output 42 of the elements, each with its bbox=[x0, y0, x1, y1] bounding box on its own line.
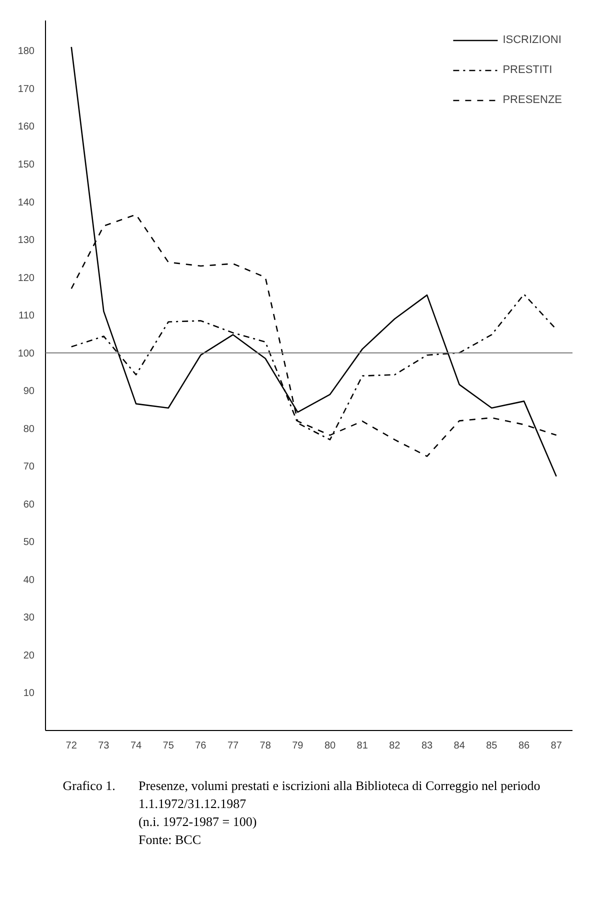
y-tick-label: 160 bbox=[18, 122, 35, 133]
y-tick-label: 60 bbox=[23, 499, 35, 510]
legend-label: PRESTITI bbox=[502, 64, 552, 76]
text: (n.i. 1972-1987 = 100) bbox=[138, 814, 257, 829]
source-note: Fonte: BCC bbox=[138, 832, 201, 847]
y-tick-label: 170 bbox=[18, 84, 35, 95]
legend-label: PRESENZE bbox=[502, 94, 562, 106]
y-tick-label: 40 bbox=[23, 574, 35, 586]
y-tick-label: 50 bbox=[23, 537, 35, 548]
x-tick-label: 81 bbox=[356, 740, 368, 752]
x-tick-label: 73 bbox=[98, 740, 110, 752]
y-tick-label: 120 bbox=[18, 272, 35, 284]
y-tick-label: 30 bbox=[23, 612, 35, 624]
x-tick-label: 87 bbox=[550, 740, 562, 752]
text: 1.1.1972/31.12.1987 bbox=[138, 796, 247, 811]
y-tick-label: 110 bbox=[18, 310, 35, 322]
y-tick-label: 140 bbox=[18, 197, 35, 208]
x-tick-label: 76 bbox=[195, 740, 207, 752]
y-tick-label: 20 bbox=[23, 650, 35, 662]
x-tick-label: 77 bbox=[227, 740, 240, 752]
y-tick-label: 150 bbox=[18, 160, 35, 171]
x-tick-label: 72 bbox=[66, 740, 78, 752]
x-tick-label: 79 bbox=[292, 740, 304, 752]
y-tick-label: 70 bbox=[23, 462, 35, 473]
x-tick-label: 78 bbox=[260, 740, 272, 752]
x-tick-label: 86 bbox=[518, 740, 530, 752]
legend-label: ISCRIZIONI bbox=[502, 34, 562, 46]
y-tick-label: 90 bbox=[23, 386, 35, 398]
y-tick-label: 10 bbox=[23, 688, 35, 700]
x-tick-label: 74 bbox=[130, 740, 142, 752]
y-tick-label: 80 bbox=[23, 424, 35, 435]
x-tick-label: 84 bbox=[454, 740, 466, 752]
y-tick-label: 180 bbox=[18, 46, 35, 58]
text: Grafico 1. bbox=[62, 778, 116, 793]
y-tick-label: 100 bbox=[18, 348, 35, 360]
x-tick-label: 83 bbox=[421, 740, 434, 752]
x-tick-label: 82 bbox=[389, 740, 401, 752]
x-tick-label: 75 bbox=[162, 740, 174, 752]
y-tick-label: 130 bbox=[18, 235, 35, 246]
x-tick-label: 80 bbox=[324, 740, 336, 752]
text: Presenze, volumi prestati e iscrizioni alla Biblioteca di Correggio nel periodo bbox=[138, 778, 540, 793]
x-tick-label: 85 bbox=[486, 740, 498, 752]
